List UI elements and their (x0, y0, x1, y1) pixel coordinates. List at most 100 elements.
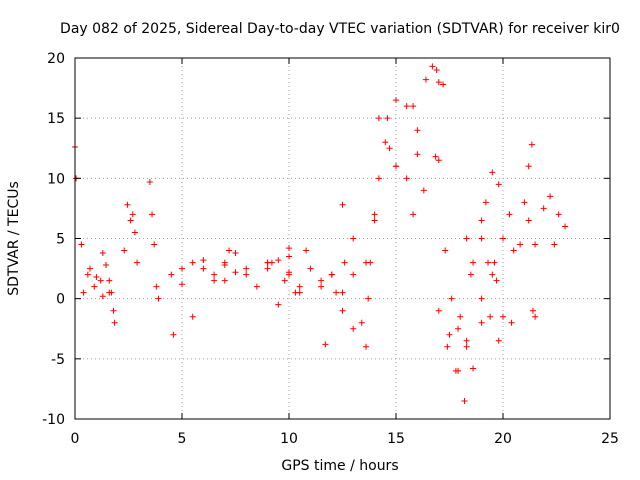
data-point-40-1 (489, 169, 496, 176)
data-point-23-2 (375, 175, 382, 182)
data-point-15-2 (286, 245, 292, 252)
data-point-29-0 (422, 76, 429, 83)
data-point-9-2 (200, 265, 207, 272)
chart-title: Day 082 of 2025, Sidereal Day-to-day VTE… (60, 21, 620, 37)
data-point-10-1 (189, 259, 196, 266)
data-point-35-2 (470, 365, 477, 372)
y-axis-label: SDTVAR / TECUs (6, 181, 22, 296)
data-point-39-1 (485, 259, 492, 266)
data-point-7-2 (151, 241, 158, 248)
data-point-34-0 (446, 331, 453, 338)
data-point-38-0 (478, 319, 485, 326)
data-point-14-2 (286, 269, 292, 276)
data-point-25-1 (382, 139, 389, 146)
data-point-2-0 (80, 289, 87, 296)
data-point-11-3 (226, 247, 233, 254)
data-point-43-0 (517, 241, 524, 248)
x-axis-label: GPS time / hours (281, 458, 398, 474)
x-tick-label: 25 (601, 431, 619, 447)
data-point-1-2 (91, 283, 98, 290)
data-point-18-2 (350, 271, 357, 278)
data-point-3-2 (106, 277, 113, 284)
data-point-5-2 (127, 217, 134, 224)
data-point-29-1 (429, 63, 436, 70)
data-point-44-1 (528, 141, 535, 148)
data-point-19-0 (318, 283, 325, 290)
data-point-12-1 (243, 265, 250, 272)
x-tick-label: 15 (387, 431, 405, 447)
data-point-43-1 (521, 199, 528, 206)
data-point-26-2 (403, 103, 410, 110)
data-point-4-0 (108, 289, 115, 296)
data-point-17-0 (286, 253, 292, 260)
data-point-33-1 (448, 295, 455, 302)
data-point-40-0 (482, 199, 489, 206)
data-point-11-2 (211, 277, 218, 284)
data-point-8-0 (153, 283, 160, 290)
data-point-30-1 (440, 81, 447, 88)
data-point-6-1 (131, 229, 138, 236)
data-point-1-0 (78, 241, 85, 248)
data-point-32-0 (435, 307, 442, 314)
data-point-4-1 (110, 307, 117, 314)
data-point-37-2 (489, 271, 496, 278)
data-point-10-2 (211, 271, 218, 278)
data-point-19-1 (328, 271, 335, 278)
data-point-25-0 (371, 211, 378, 218)
data-point-47-0 (547, 193, 554, 200)
y-tick-label: 0 (56, 292, 65, 308)
data-point-15-0 (264, 265, 271, 272)
data-point-23-0 (358, 319, 365, 326)
data-point-34-1 (455, 325, 462, 332)
data-point-40-2 (495, 181, 502, 188)
grid (75, 58, 610, 419)
data-point-14-0 (243, 271, 250, 278)
data-point-5-0 (121, 247, 128, 254)
data-point-29-2 (433, 67, 440, 74)
data-point-26-0 (384, 115, 391, 122)
data-point-35-0 (457, 313, 464, 320)
data-point-17-2 (318, 277, 325, 284)
data-point-22-2 (371, 217, 378, 224)
data-point-27-2 (410, 211, 417, 218)
data-point-46-0 (532, 241, 539, 248)
y-tick-label: 10 (47, 171, 65, 187)
data-point-9-1 (179, 281, 185, 288)
data-point-7-0 (146, 178, 153, 185)
data-point-26-3 (414, 127, 421, 134)
data-point-19-2 (339, 201, 346, 208)
data-point-15-1 (275, 257, 282, 264)
data-point-24-1 (375, 115, 382, 122)
data-point-2-2 (93, 274, 100, 281)
data-point-3-1 (103, 261, 110, 268)
data-point-39-0 (478, 235, 485, 242)
data-point-18-0 (307, 265, 314, 272)
data-point-13-1 (253, 283, 260, 290)
data-point-36-2 (478, 295, 485, 302)
data-point-22-0 (350, 235, 357, 242)
x-tick-label: 10 (280, 431, 298, 447)
data-point-35-1 (463, 343, 470, 350)
data-point-38-2 (495, 337, 502, 344)
data-point-45-1 (532, 313, 539, 320)
data-point-21-1 (350, 325, 357, 332)
data-point-13-2 (275, 301, 282, 308)
data-point-38-1 (487, 313, 494, 320)
data-point-41-1 (500, 313, 506, 320)
x-tick-label: 0 (71, 431, 80, 447)
data-point-10-0 (168, 271, 175, 278)
data-point-17-1 (296, 283, 303, 290)
data-point-14-3 (303, 247, 310, 254)
data-point-10-3 (232, 249, 239, 256)
y-tick-label: 5 (56, 232, 65, 248)
data-point-30-0 (435, 79, 442, 86)
data-point-1-3 (97, 277, 104, 284)
data-point-24-2 (386, 145, 393, 152)
data-point-33-0 (442, 247, 449, 254)
data-point-1-1 (84, 271, 91, 278)
data-point-31-1 (435, 157, 442, 164)
data-point-46-1 (540, 205, 547, 212)
data-point-32-3 (461, 397, 468, 404)
data-point-3-0 (99, 249, 106, 256)
